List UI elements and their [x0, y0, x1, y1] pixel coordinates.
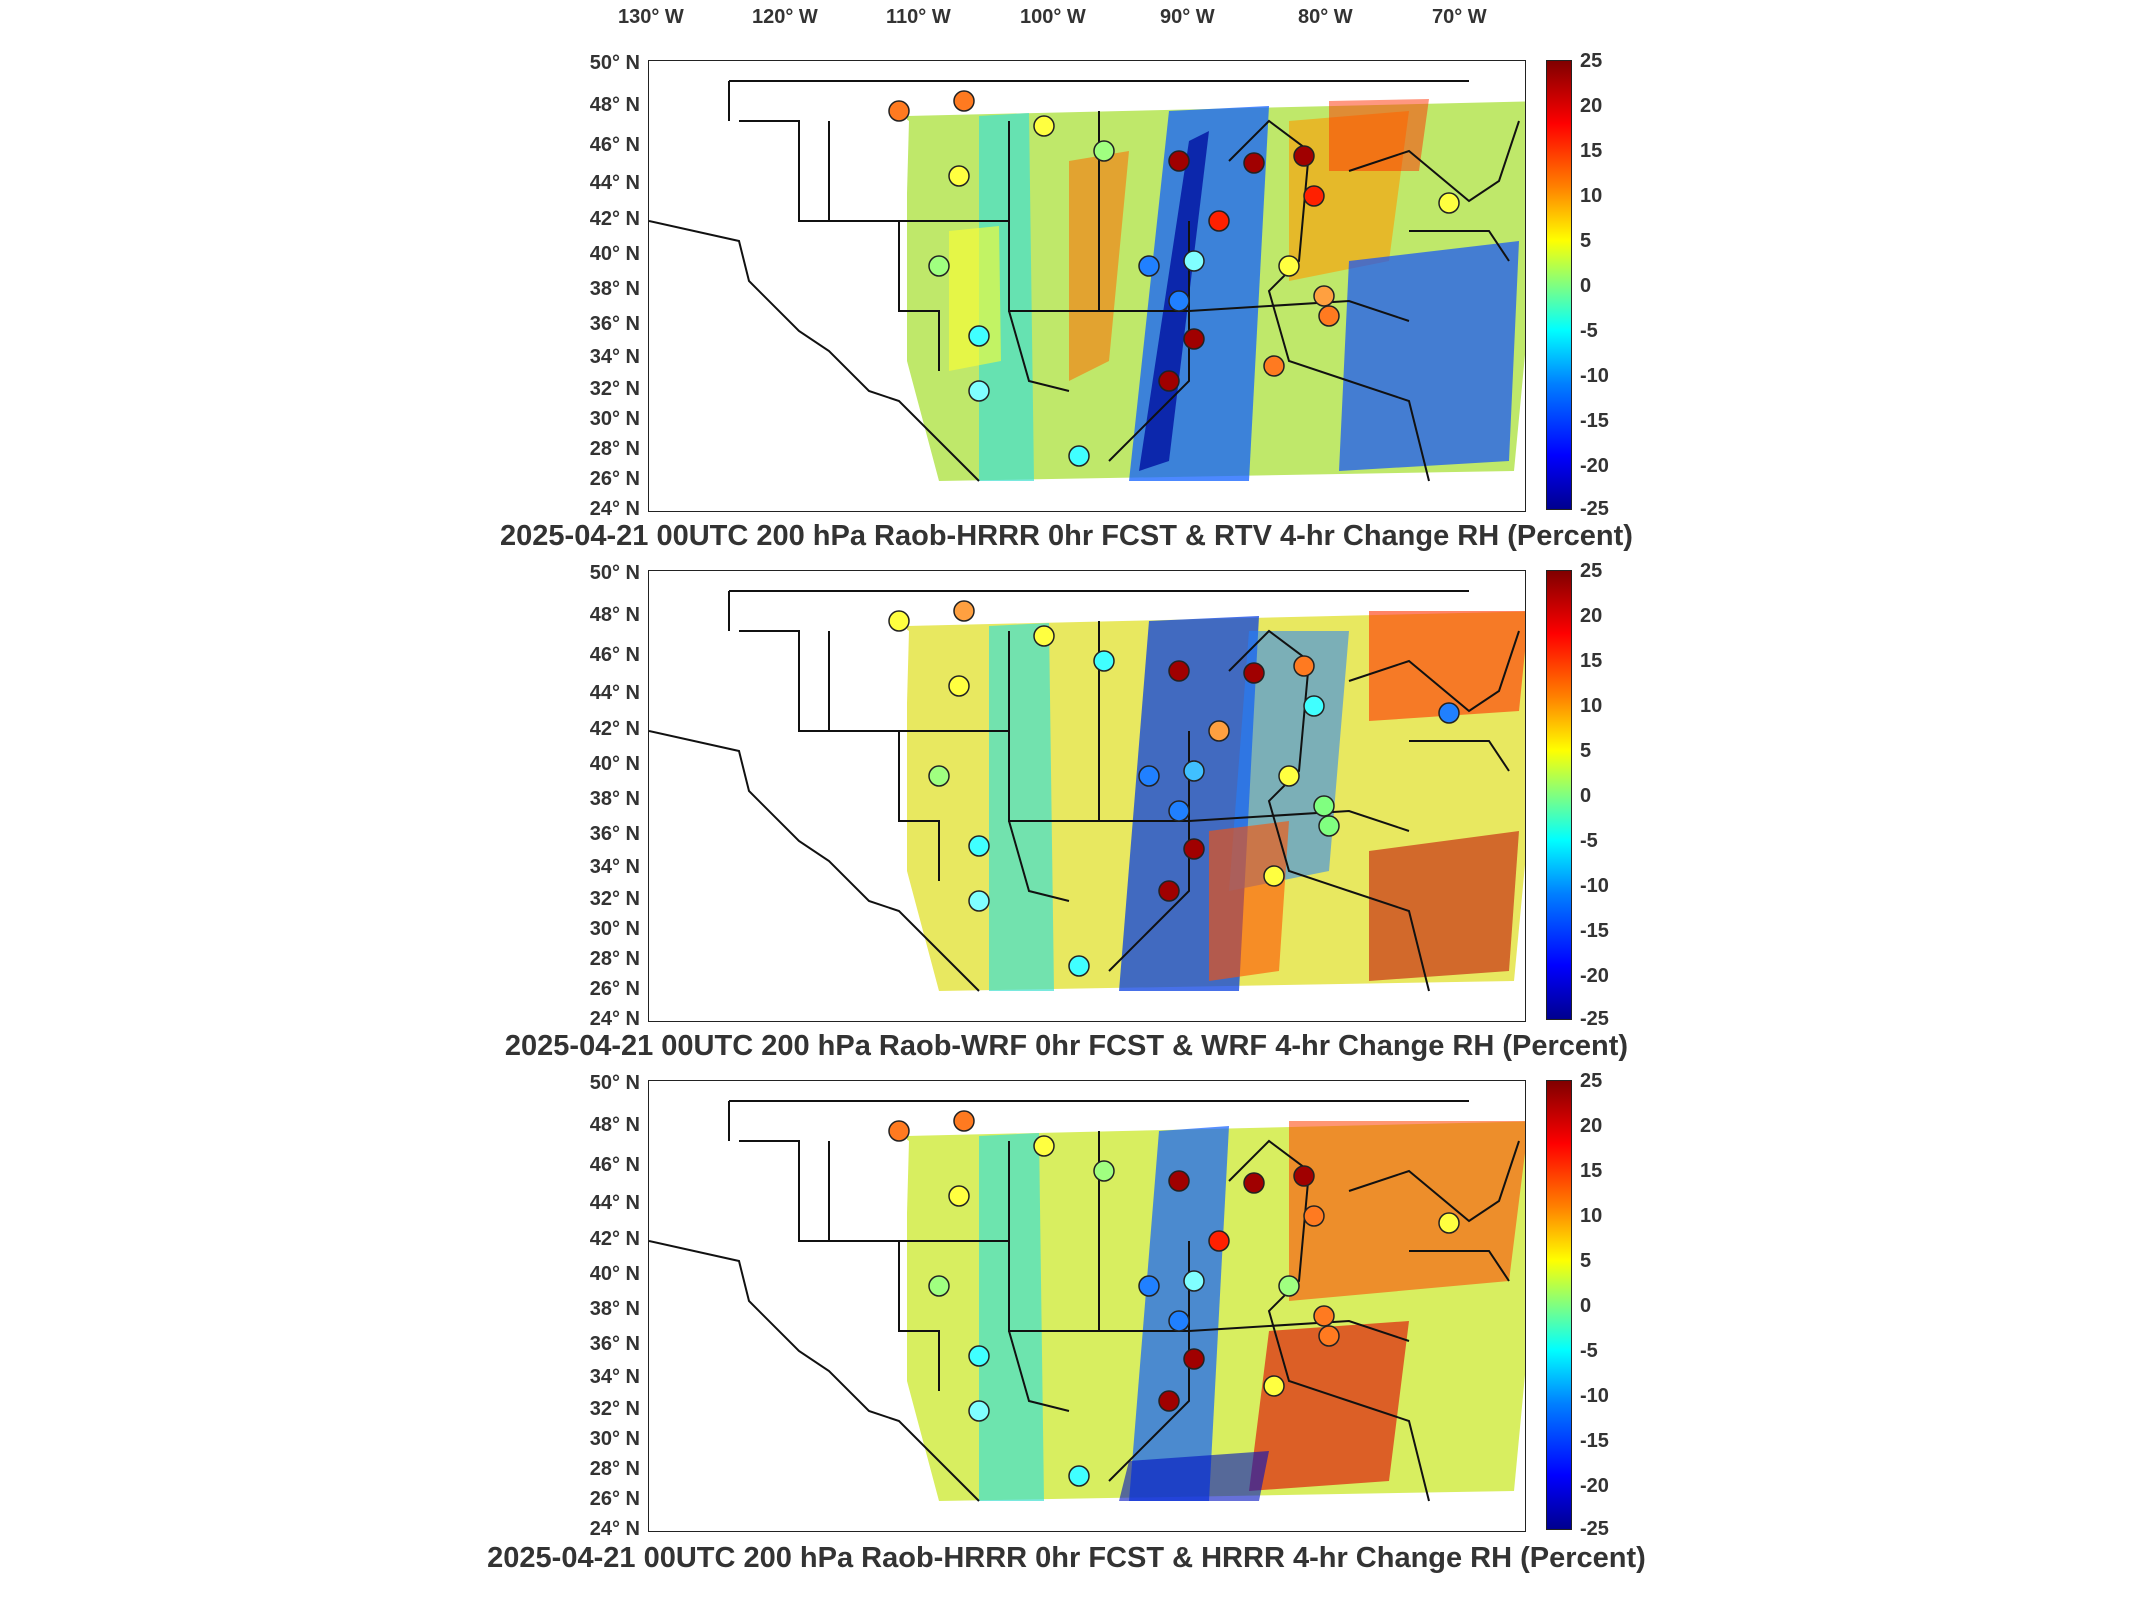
lat-label: 42° N — [589, 718, 640, 740]
lat-label: 50° N — [589, 1072, 640, 1094]
lat-label: 36° N — [589, 313, 640, 335]
colorbar — [1546, 60, 1572, 510]
lat-label: 48° N — [589, 604, 640, 626]
lat-label: 26° N — [589, 1488, 640, 1510]
lat-label: 32° N — [589, 1398, 640, 1420]
rh-change-map — [649, 1100, 1525, 1502]
lat-label: 38° N — [589, 278, 640, 300]
lat-label: 34° N — [589, 856, 640, 878]
colorbar-tick: 15 — [1580, 1160, 1603, 1182]
map-area — [648, 570, 1526, 1022]
colorbar-tick: -10 — [1580, 365, 1609, 387]
lat-label: 38° N — [589, 1298, 640, 1320]
colorbar-tick: -25 — [1580, 498, 1609, 520]
colorbar-tick: 10 — [1580, 185, 1603, 207]
colorbar-tick: -10 — [1580, 875, 1609, 897]
lat-label: 30° N — [589, 1428, 640, 1450]
lat-label: 40° N — [589, 1263, 640, 1285]
lat-label: 24° N — [589, 1008, 640, 1030]
colorbar-tick: 15 — [1580, 650, 1603, 672]
colorbar-tick: 20 — [1580, 95, 1603, 117]
colorbar-tick: 5 — [1580, 740, 1592, 762]
lon-label: 90° W — [1160, 6, 1215, 28]
lat-label: 30° N — [589, 918, 640, 940]
lon-label: 130° W — [618, 6, 684, 28]
colorbar-tick: 5 — [1580, 1250, 1592, 1272]
lat-label: 44° N — [589, 682, 640, 704]
lat-label: 46° N — [589, 134, 640, 156]
colorbar — [1546, 570, 1572, 1020]
lat-label: 46° N — [589, 644, 640, 666]
colorbar-tick: 0 — [1580, 785, 1592, 807]
colorbar-tick: 10 — [1580, 695, 1603, 717]
panel-title: 2025-04-21 00UTC 200 hPa Raob-HRRR 0hr F… — [500, 520, 1633, 552]
colorbar-tick: 25 — [1580, 1070, 1603, 1092]
colorbar-tick: -25 — [1580, 1518, 1609, 1540]
colorbar-tick: 20 — [1580, 1115, 1603, 1137]
colorbar-tick: 10 — [1580, 1205, 1603, 1227]
lat-label: 30° N — [589, 408, 640, 430]
lat-label: 46° N — [589, 1154, 640, 1176]
lat-label: 44° N — [589, 172, 640, 194]
colorbar-tick: 20 — [1580, 605, 1603, 627]
colorbar-tick: -20 — [1580, 455, 1609, 477]
lat-label: 40° N — [589, 243, 640, 265]
lat-label: 50° N — [589, 52, 640, 74]
lon-label: 120° W — [752, 6, 818, 28]
colorbar-tick: -15 — [1580, 410, 1609, 432]
colorbar-tick: 0 — [1580, 275, 1592, 297]
lon-label: 70° W — [1432, 6, 1487, 28]
colorbar-tick: -15 — [1580, 920, 1609, 942]
colorbar-tick: 0 — [1580, 1295, 1592, 1317]
lat-label: 24° N — [589, 1518, 640, 1540]
lat-label: 44° N — [589, 1192, 640, 1214]
lat-label: 48° N — [589, 1114, 640, 1136]
colorbar-tick: -25 — [1580, 1008, 1609, 1030]
panel-title: 2025-04-21 00UTC 200 hPa Raob-WRF 0hr FC… — [504, 1030, 1629, 1062]
lat-label: 34° N — [589, 346, 640, 368]
lat-label: 38° N — [589, 788, 640, 810]
lon-label: 80° W — [1298, 6, 1353, 28]
colorbar — [1546, 1080, 1572, 1530]
lat-label: 48° N — [589, 94, 640, 116]
lat-label: 36° N — [589, 823, 640, 845]
lat-label: 42° N — [589, 1228, 640, 1250]
lat-label: 26° N — [589, 468, 640, 490]
lat-label: 28° N — [589, 438, 640, 460]
rh-change-map — [649, 590, 1525, 992]
map-area — [648, 60, 1526, 512]
panel-title: 2025-04-21 00UTC 200 hPa Raob-HRRR 0hr F… — [487, 1542, 1646, 1574]
lat-label: 32° N — [589, 888, 640, 910]
colorbar-tick: 25 — [1580, 560, 1603, 582]
map-area — [648, 1080, 1526, 1532]
colorbar-tick: -10 — [1580, 1385, 1609, 1407]
lat-label: 34° N — [589, 1366, 640, 1388]
colorbar-tick: -5 — [1580, 830, 1598, 852]
lat-label: 32° N — [589, 378, 640, 400]
colorbar-tick: 5 — [1580, 230, 1592, 252]
rh-change-map — [649, 80, 1525, 482]
lat-label: 24° N — [589, 498, 640, 520]
colorbar-tick: -15 — [1580, 1430, 1609, 1452]
lat-label: 28° N — [589, 948, 640, 970]
lat-label: 42° N — [589, 208, 640, 230]
colorbar-tick: -20 — [1580, 965, 1609, 987]
lat-label: 36° N — [589, 1333, 640, 1355]
colorbar-tick: 15 — [1580, 140, 1603, 162]
lat-label: 26° N — [589, 978, 640, 1000]
colorbar-tick: -5 — [1580, 1340, 1598, 1362]
colorbar-tick: -20 — [1580, 1475, 1609, 1497]
lat-label: 28° N — [589, 1458, 640, 1480]
lat-label: 40° N — [589, 753, 640, 775]
lon-label: 100° W — [1020, 6, 1086, 28]
colorbar-tick: -5 — [1580, 320, 1598, 342]
lat-label: 50° N — [589, 562, 640, 584]
colorbar-tick: 25 — [1580, 50, 1603, 72]
lon-label: 110° W — [886, 6, 951, 28]
